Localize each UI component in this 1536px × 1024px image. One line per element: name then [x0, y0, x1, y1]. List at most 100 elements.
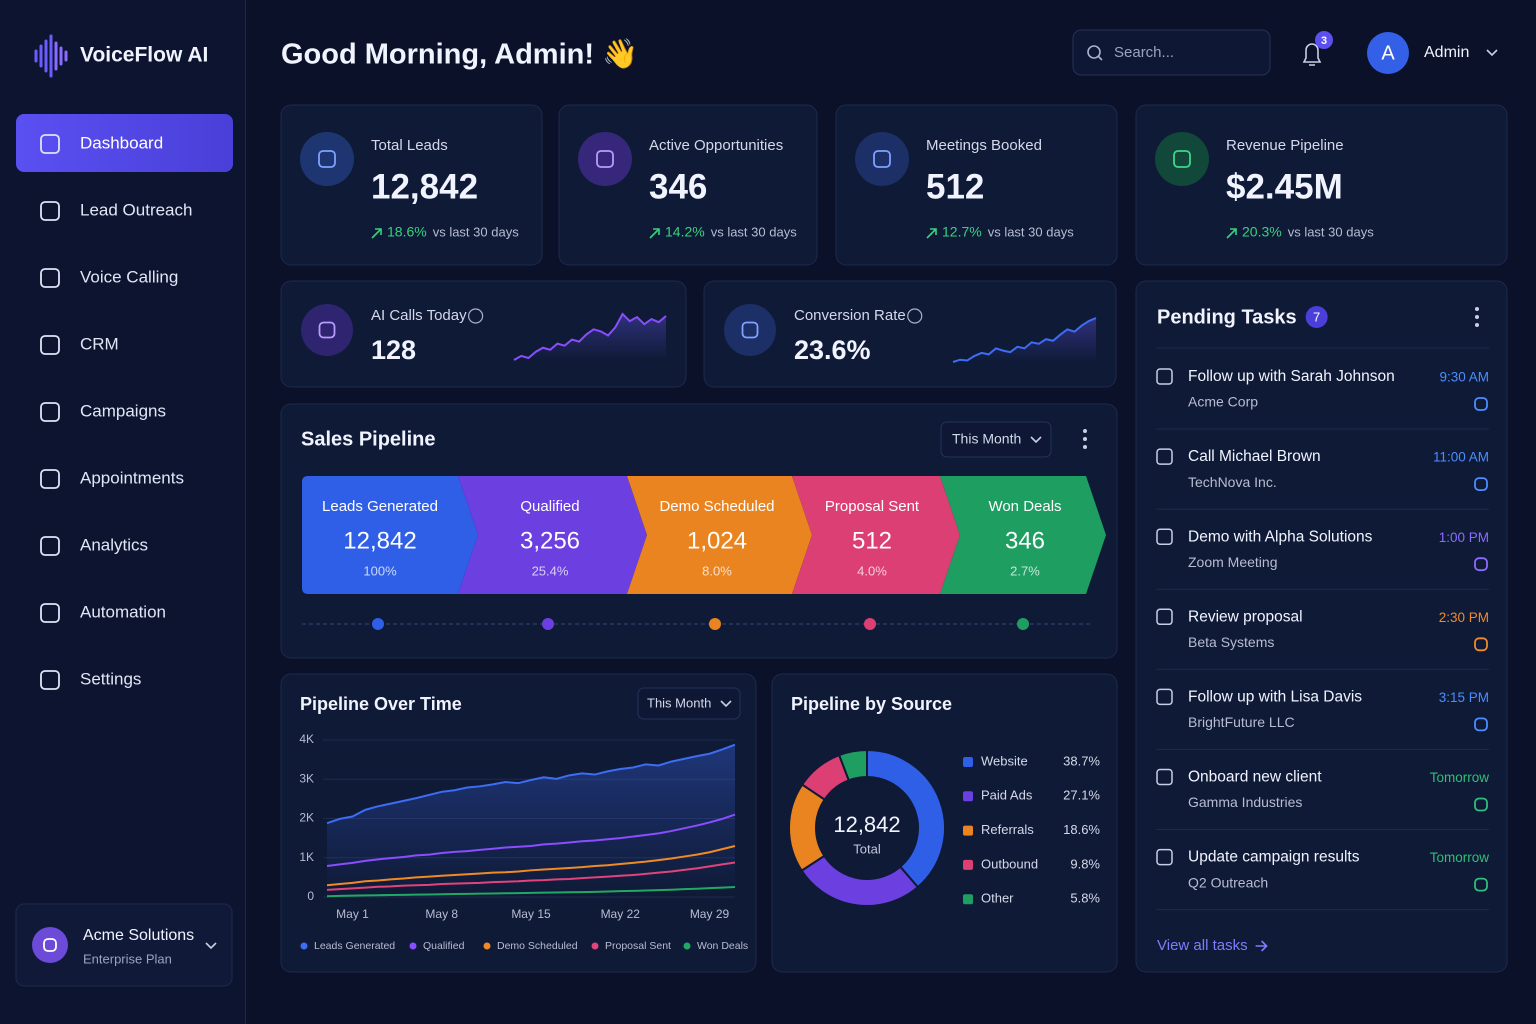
- tasks-link[interactable]: View all tasks: [1157, 937, 1248, 954]
- task-icon: [1474, 637, 1488, 652]
- task-icon: [1474, 397, 1488, 411]
- search-box[interactable]: [1072, 29, 1271, 76]
- nav-item[interactable]: Campaigns: [80, 401, 166, 420]
- stage-share: 4.0%: [857, 563, 887, 578]
- legend-label: Other: [981, 891, 1014, 906]
- task-checkbox[interactable]: [1156, 528, 1173, 545]
- menu-dot[interactable]: [1475, 307, 1479, 311]
- stage-dot: [372, 618, 384, 630]
- tasks-title: Pending Tasks: [1157, 306, 1297, 328]
- legend-label: Leads Generated: [314, 940, 395, 952]
- task-subtitle: Zoom Meeting: [1188, 554, 1277, 570]
- chart-title: Pipeline Over Time: [300, 694, 462, 714]
- menu-dot[interactable]: [1083, 437, 1087, 441]
- kpi-icon: [855, 132, 909, 186]
- kpi-note: vs last 30 days: [988, 224, 1074, 239]
- nav-icon: [40, 536, 60, 556]
- donut-center-label: Total: [853, 841, 881, 856]
- kpi-label: Revenue Pipeline: [1226, 137, 1344, 154]
- legend-value: 9.8%: [1070, 856, 1100, 871]
- kpi-glyph: [596, 150, 614, 168]
- y-tick-label: 1K: [299, 850, 314, 864]
- kpi-note: vs last 30 days: [433, 224, 519, 239]
- stage-name: Qualified: [520, 498, 579, 515]
- stage-name: Demo Scheduled: [659, 498, 774, 515]
- nav-icon: [40, 134, 60, 154]
- nav-icon: [40, 402, 60, 422]
- task-time: Tomorrow: [1430, 850, 1490, 865]
- task-checkbox[interactable]: [1156, 848, 1173, 866]
- kpi-card: [835, 104, 1118, 266]
- legend-label: Won Deals: [697, 940, 748, 952]
- nav-item[interactable]: Voice Calling: [80, 267, 178, 286]
- menu-dot[interactable]: [1083, 445, 1087, 449]
- legend-swatch: [963, 825, 973, 836]
- task-subtitle: Gamma Industries: [1188, 794, 1302, 810]
- legend-label: Qualified: [423, 940, 465, 952]
- menu-dot[interactable]: [1475, 315, 1479, 319]
- chevron: [1030, 436, 1042, 444]
- search-icon-handle: [1097, 55, 1103, 61]
- workspace-icon: [32, 927, 68, 963]
- kpi-value: 512: [926, 167, 984, 206]
- workspace-box[interactable]: [15, 903, 233, 987]
- menu-dot[interactable]: [1475, 323, 1479, 327]
- nav-item[interactable]: Analytics: [80, 535, 148, 554]
- stage-dot: [542, 618, 554, 630]
- task-checkbox[interactable]: [1156, 368, 1173, 385]
- trend-arrow: [649, 228, 660, 239]
- stage-value: 12,842: [343, 527, 416, 554]
- nav-item[interactable]: CRM: [80, 334, 119, 353]
- nav-item[interactable]: Lead Outreach: [80, 200, 192, 219]
- nav-icon: [40, 201, 60, 221]
- stage-value: 346: [1005, 527, 1045, 554]
- stage-name: Won Deals: [988, 498, 1061, 515]
- kpi-icon: [1155, 132, 1209, 186]
- bell-icon[interactable]: [1302, 43, 1322, 66]
- filter-button[interactable]: [940, 421, 1052, 458]
- task-icon: [1474, 797, 1488, 812]
- nav-icon: [40, 603, 60, 623]
- kpi-change: 20.3%: [1242, 224, 1282, 240]
- series-line: [326, 861, 736, 891]
- pipeline-stage: [627, 476, 812, 594]
- search-placeholder: Search...: [1114, 44, 1174, 61]
- stage-dot: [864, 618, 876, 630]
- kpi-glyph: [318, 150, 336, 168]
- nav-item[interactable]: Dashboard: [80, 133, 163, 152]
- nav-item[interactable]: Automation: [80, 602, 166, 621]
- info-icon: [468, 308, 484, 324]
- pipeline-stage: [792, 476, 960, 594]
- kpi-label: Meetings Booked: [926, 137, 1042, 154]
- info-icon: [907, 308, 923, 324]
- mini-kpi-glyph: [318, 321, 336, 339]
- task-checkbox[interactable]: [1156, 688, 1173, 706]
- link-arrow: [1255, 940, 1268, 952]
- task-checkbox[interactable]: [1156, 608, 1173, 626]
- kpi-icon: [300, 132, 354, 186]
- task-checkbox[interactable]: [1156, 448, 1173, 465]
- kpi-change: 18.6%: [387, 224, 427, 240]
- nav-item[interactable]: Appointments: [80, 468, 184, 487]
- avatar[interactable]: [1367, 32, 1409, 74]
- legend-dot: [409, 942, 417, 950]
- legend-value: 18.6%: [1063, 822, 1100, 837]
- stage-share: 8.0%: [702, 563, 732, 578]
- task-subtitle: TechNova Inc.: [1188, 474, 1277, 490]
- trend-arrow: [1226, 228, 1237, 239]
- workspace-glyph: [43, 938, 57, 952]
- pipeline-stage: [302, 476, 478, 594]
- workspace-name: Acme Solutions: [83, 927, 194, 944]
- donut-center-value: 12,842: [833, 812, 900, 837]
- task-title: Follow up with Lisa Davis: [1188, 688, 1362, 705]
- task-checkbox[interactable]: [1156, 768, 1173, 786]
- chevron: [1486, 49, 1498, 57]
- stage-value: 1,024: [687, 527, 747, 554]
- filter-button[interactable]: [637, 687, 741, 720]
- legend-swatch: [963, 791, 973, 802]
- kpi-note: vs last 30 days: [711, 224, 797, 239]
- nav-item[interactable]: Settings: [80, 669, 141, 688]
- x-tick-label: May 22: [601, 907, 641, 921]
- task-title: Onboard new client: [1188, 769, 1322, 786]
- menu-dot[interactable]: [1083, 429, 1087, 433]
